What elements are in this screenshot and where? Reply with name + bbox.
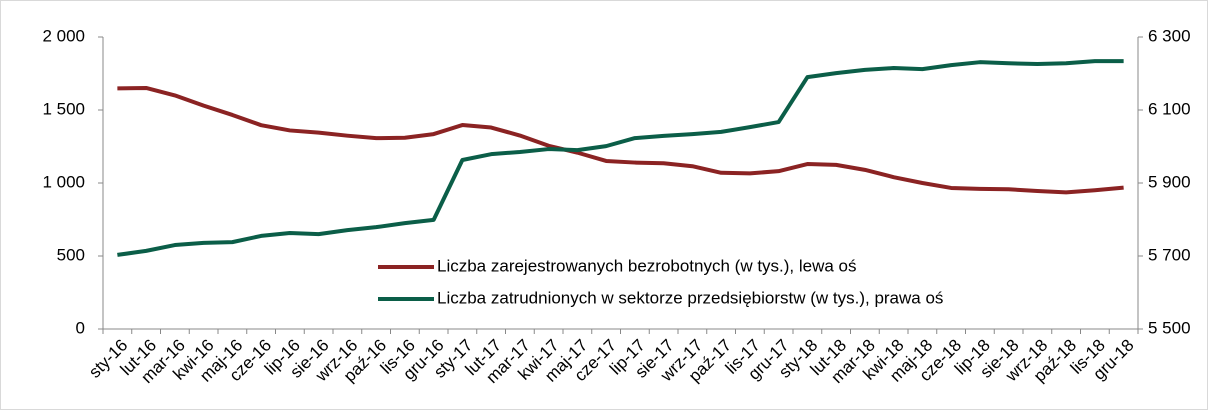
series-line: [117, 85, 1124, 195]
y-tick-label: 1 000: [42, 172, 85, 191]
y-tick-label: 0: [76, 318, 85, 337]
y2-tick-label: 6 300: [1148, 26, 1191, 45]
y-tick-label: 1 500: [42, 99, 85, 118]
y-tick-label: 2 000: [42, 26, 85, 45]
series-line: [117, 59, 1124, 257]
legend-label: Liczba zatrudnionych w sektorze przedsię…: [437, 288, 943, 307]
y-tick-label: 500: [57, 245, 85, 264]
y2-tick-label: 5 500: [1148, 318, 1191, 337]
y2-tick-label: 5 900: [1148, 172, 1191, 191]
legend-label: Liczba zarejestrowanych bezrobotnych (w …: [437, 256, 857, 275]
y2-tick-label: 6 100: [1148, 99, 1191, 118]
y2-tick-label: 5 700: [1148, 245, 1191, 264]
